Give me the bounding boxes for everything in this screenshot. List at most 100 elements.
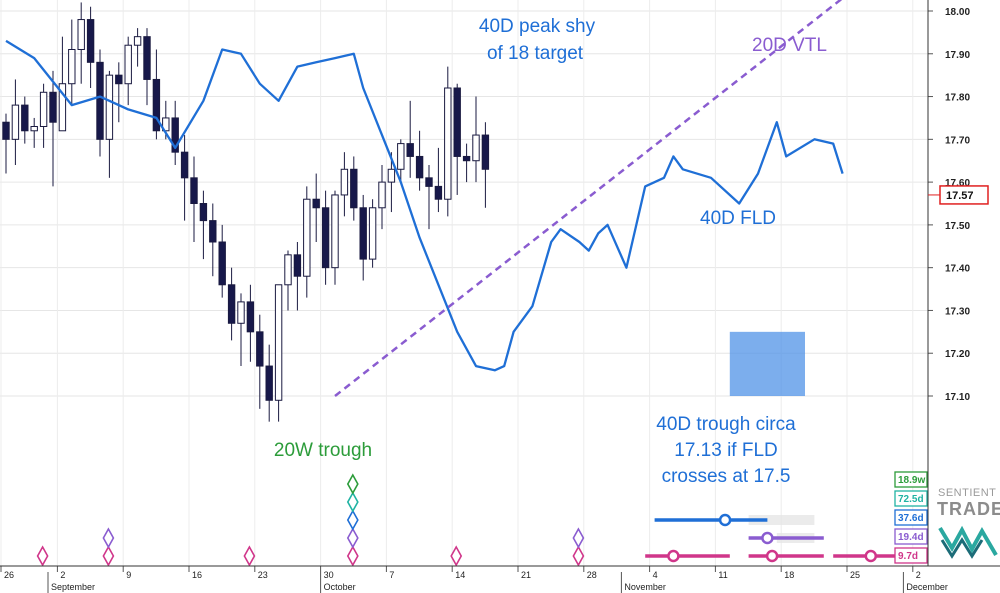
candle-body-up xyxy=(472,134,480,162)
candle-body-down xyxy=(265,365,273,401)
candle-body-down xyxy=(115,74,123,85)
candle-body-up xyxy=(303,198,311,277)
candlestick xyxy=(340,152,349,217)
cycle-badge-box xyxy=(894,509,928,526)
y-tick-label: 17.30 xyxy=(945,306,970,317)
y-tick-label: 17.50 xyxy=(945,221,970,232)
annotation-trough-line1: 40D trough circa xyxy=(656,414,796,435)
candlestick xyxy=(143,28,151,106)
candle-body-down xyxy=(199,203,208,222)
annotation-fld: 40D FLD xyxy=(700,208,776,229)
candlestick xyxy=(152,49,161,140)
trough-diamond xyxy=(102,545,115,566)
candlestick xyxy=(256,314,264,409)
x-tick-label: 28 xyxy=(587,570,597,580)
cycle-badge-box xyxy=(894,471,928,488)
candlestick xyxy=(105,70,114,178)
projection-bar xyxy=(833,549,909,563)
candlestick xyxy=(387,152,396,213)
fld-line xyxy=(5,39,844,372)
x-tick-label: 30 xyxy=(324,570,334,580)
x-tick-label: 9 xyxy=(126,570,131,580)
trough-diamond xyxy=(243,545,256,566)
x-tick-label: 16 xyxy=(192,570,202,580)
candlestick xyxy=(68,19,76,106)
y-tick-label: 17.40 xyxy=(945,264,970,275)
x-tick-label: 25 xyxy=(850,570,860,580)
cycle-badge-label: 9.7d xyxy=(898,551,918,562)
candlestick xyxy=(77,2,85,84)
trough-diamond xyxy=(346,473,359,495)
candlestick xyxy=(2,113,10,174)
candlestick xyxy=(397,139,405,183)
candlestick xyxy=(331,190,339,285)
cycle-badge: 72.5d xyxy=(894,490,928,507)
candlestick xyxy=(227,267,236,341)
candle-body-down xyxy=(481,134,490,170)
candlestick xyxy=(209,203,217,277)
y-tick-label: 17.10 xyxy=(945,392,970,403)
candle-body-down xyxy=(227,284,236,324)
candlestick xyxy=(171,100,179,165)
candlestick xyxy=(321,190,330,285)
candle-body-down xyxy=(171,117,179,153)
y-tick-label: 17.90 xyxy=(945,50,970,61)
projection-bar xyxy=(748,549,824,563)
candlestick xyxy=(359,194,367,281)
x-tick-label: 2 xyxy=(60,570,65,580)
projection-bar xyxy=(654,513,768,527)
candle-body-up xyxy=(58,83,67,132)
trough-diamond xyxy=(572,527,585,549)
candle-body-down xyxy=(180,151,189,179)
candlestick xyxy=(218,224,226,298)
candlestick xyxy=(378,165,386,230)
candle-body-up xyxy=(331,194,339,269)
candle-body-up xyxy=(68,49,76,85)
trough-diamond xyxy=(346,545,359,566)
cycle-badge: 18.9w xyxy=(894,471,928,488)
annotation-trough-line2: 17.13 if FLD xyxy=(674,440,778,461)
candle-body-up xyxy=(30,126,38,132)
annotation-vtl: 20D VTL xyxy=(752,35,827,56)
logo-wave-dark xyxy=(940,537,984,559)
x-tick-label: 23 xyxy=(258,570,268,580)
candle-body-up xyxy=(340,168,349,196)
trough-target-box xyxy=(729,331,805,396)
candlestick xyxy=(133,28,142,67)
trough-diamond xyxy=(346,491,359,513)
candlestick xyxy=(368,199,377,268)
x-tick-label: 2 xyxy=(916,570,921,580)
candle-body-down xyxy=(256,331,264,367)
cycle-markers xyxy=(36,473,928,566)
candlestick xyxy=(30,117,38,148)
cycle-badge-box xyxy=(894,528,928,545)
y-tick-label: 17.80 xyxy=(945,93,970,104)
candlestick xyxy=(199,190,208,260)
candlestick xyxy=(39,83,48,148)
y-tick-label: 17.70 xyxy=(945,135,970,146)
gridlines xyxy=(0,0,928,566)
candlestick xyxy=(246,284,255,362)
target-box-layer xyxy=(729,331,805,396)
candlestick xyxy=(237,293,245,367)
candle-body-up xyxy=(237,301,245,324)
x-tick-label: 21 xyxy=(521,570,531,580)
candle-body-down xyxy=(359,207,367,260)
projection-bar xyxy=(645,549,730,563)
y-tick-label: 18.00 xyxy=(945,7,970,18)
logo-line2: TRADER xyxy=(937,499,1000,519)
logo-line1: SENTIENT xyxy=(938,487,996,499)
month-label: December xyxy=(906,582,948,592)
candle-body-up xyxy=(378,181,386,209)
candlestick xyxy=(350,156,358,221)
last-price-label: 17.57 xyxy=(946,190,974,202)
cycle-badge-label: 18.9w xyxy=(898,475,925,486)
candle-body-down xyxy=(143,36,151,80)
candle-body-down xyxy=(218,241,226,286)
candle-body-down xyxy=(434,185,443,200)
candle-body-down xyxy=(293,254,302,277)
candle-body-up xyxy=(284,254,292,286)
trough-diamond xyxy=(572,545,585,566)
